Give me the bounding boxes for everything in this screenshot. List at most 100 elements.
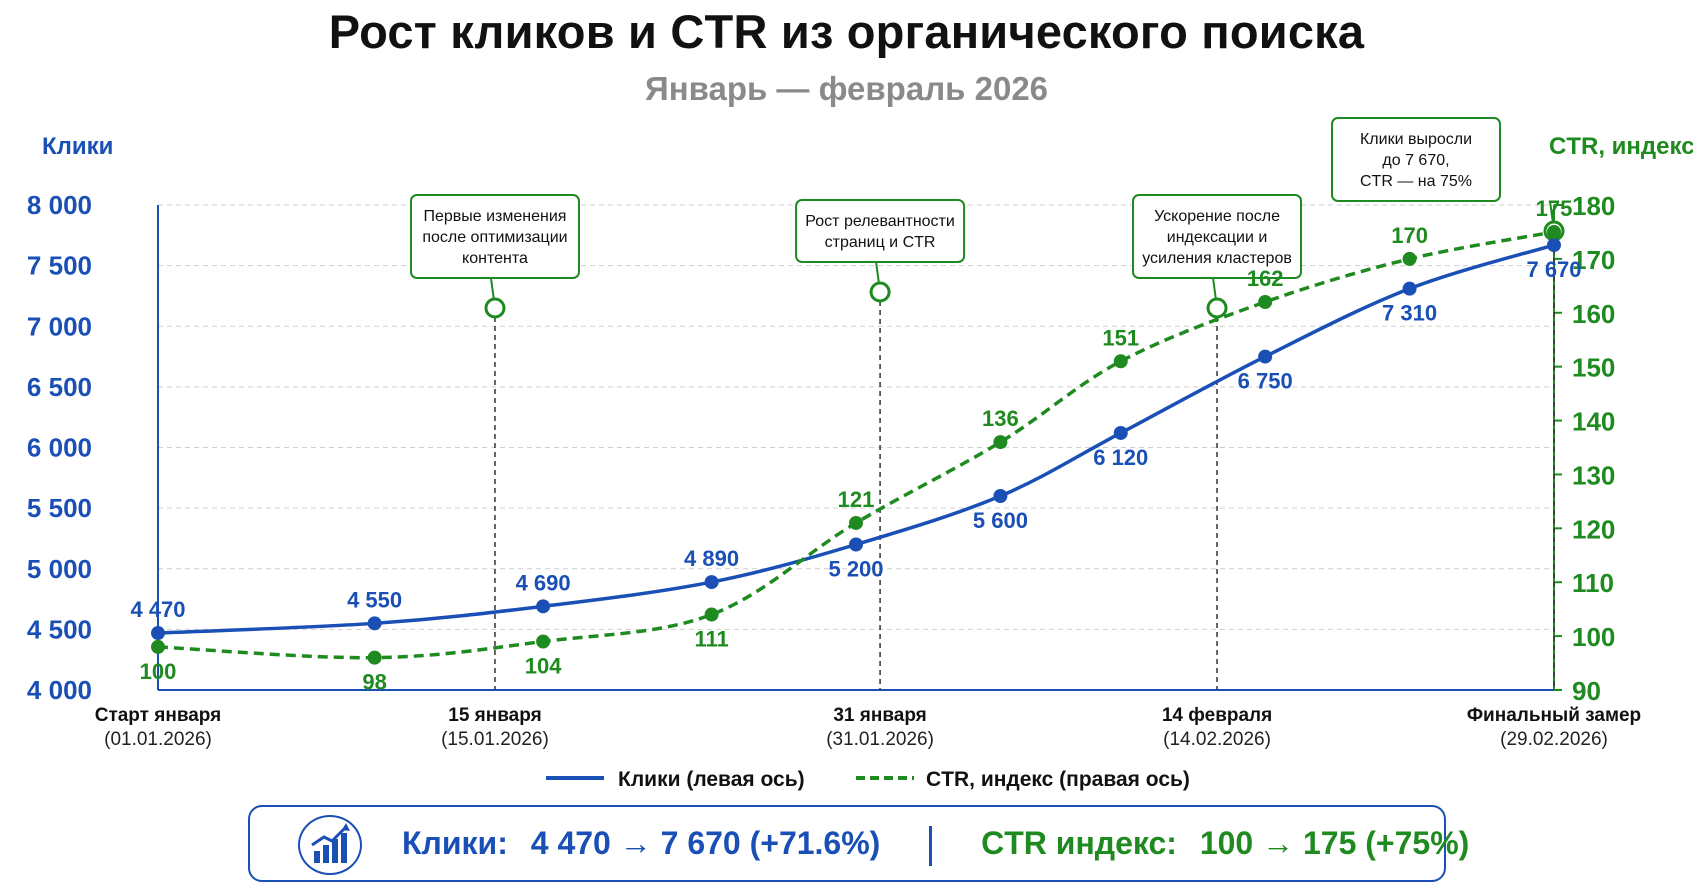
x-tick-label: Финальный замер: [1467, 705, 1641, 726]
ctr-data-label: 121: [838, 487, 875, 512]
annotation-marker: [1206, 297, 1228, 319]
annotation-text: после оптимизации: [422, 229, 567, 246]
ctr-point: [704, 607, 719, 622]
summary-clicks-from: 4 470: [530, 825, 611, 861]
summary-ctr-change: (+75%): [1365, 825, 1470, 861]
y-left-tick-label: 8 000: [27, 190, 92, 220]
summary-clicks-change: (+71.6%): [749, 825, 881, 861]
annotation-text: Клики выросли: [1360, 131, 1472, 148]
clicks-point: [1547, 238, 1561, 253]
summary-clicks-to: 7 670: [660, 825, 741, 861]
clicks-point: [849, 537, 863, 552]
annotation-text: контента: [462, 250, 528, 267]
y-right-tick-label: 170: [1572, 245, 1615, 275]
clicks-data-label: 6 750: [1238, 369, 1293, 394]
y-left-tick-label: 5 000: [27, 554, 92, 584]
annotation-marker: [484, 297, 506, 319]
y-right-tick-label: 150: [1572, 353, 1615, 383]
annotation-text: Рост релевантности: [805, 213, 955, 230]
summary-ctr-from: 100: [1199, 825, 1254, 861]
ctr-data-label: 136: [982, 406, 1019, 431]
annotation-text: CTR — на 75%: [1360, 173, 1472, 190]
summary-ctr-arrow: →: [1262, 825, 1295, 861]
clicks-point: [1402, 281, 1417, 296]
annotation-text: страниц и CTR: [825, 234, 936, 251]
x-tick-label: 14 февраля: [1162, 705, 1272, 726]
annotation-box: [1132, 194, 1303, 279]
ctr-point: [1547, 224, 1561, 239]
clicks-point: [536, 599, 551, 614]
ctr-data-label: 98: [362, 670, 386, 695]
line-chart: 4 000 4 500 5 000 5 500 6 000 6 500 7 000 7 500…: [27, 117, 1693, 791]
clicks-point: [151, 626, 165, 641]
clicks-data-label: 7 670: [1526, 257, 1581, 282]
ctr-point: [1258, 295, 1273, 309]
ctr-data-label: 151: [1102, 325, 1139, 350]
legend-clicks-label: Клики (левая ось): [618, 768, 805, 791]
y-right-tick-label: 160: [1572, 299, 1615, 329]
legend-ctr-label: CTR, индекс (правая ось): [926, 768, 1190, 791]
clicks-data-label: 4 550: [347, 587, 402, 612]
y-right-tick-label: 100: [1572, 622, 1615, 652]
y-left-tick-label: 5 500: [27, 493, 92, 523]
clicks-data-label: 4 690: [516, 570, 571, 595]
annotation-text: до 7 670,: [1382, 152, 1449, 169]
x-tick-date: (29.02.2026): [1500, 729, 1608, 750]
summary-separator: [929, 825, 933, 866]
clicks-data-label: 4 470: [130, 597, 185, 622]
clicks-data-label: 5 600: [973, 508, 1028, 533]
clicks-data-label: 7 310: [1382, 301, 1437, 326]
annotation-text: индексации и: [1167, 229, 1268, 246]
ctr-point: [849, 515, 863, 530]
ctr-data-label: 111: [694, 627, 728, 652]
ctr-data-label: 100: [140, 659, 177, 684]
ctr-point: [993, 435, 1008, 450]
chart-title: Рост кликов и CTR из органического поиск…: [328, 5, 1365, 58]
y-right-tick-label: 140: [1572, 407, 1615, 437]
clicks-point: [367, 616, 382, 631]
x-tick-date: (15.01.2026): [441, 729, 549, 750]
annotation-text: усиления кластеров: [1142, 250, 1292, 267]
y-right-tick-label: 130: [1572, 460, 1615, 490]
clicks-data-label: 5 200: [828, 557, 883, 582]
clicks-point: [704, 575, 719, 590]
y-left-tick-label: 7 000: [27, 311, 92, 341]
x-tick-label: Старт января: [95, 705, 222, 726]
x-tick-date: (14.02.2026): [1163, 729, 1271, 750]
clicks-series-line: [157, 243, 1555, 635]
chart-subtitle: Январь — февраль 2026: [644, 70, 1049, 107]
clicks-point: [993, 489, 1008, 503]
x-tick-label: 15 января: [448, 705, 541, 726]
ctr-data-label: 104: [525, 654, 562, 679]
summary-ctr-to: 175: [1302, 825, 1357, 861]
ctr-point: [1113, 354, 1128, 369]
clicks-point: [1258, 349, 1273, 364]
annotation-box: [409, 194, 580, 279]
y-right-tick-label: 90: [1572, 676, 1601, 706]
x-tick-date: (31.01.2026): [826, 729, 934, 750]
chart-growth-icon: [298, 815, 362, 875]
ctr-data-label: 170: [1391, 223, 1428, 248]
ctr-point: [151, 639, 165, 654]
clicks-data-label: 4 890: [684, 546, 739, 571]
ctr-data-label: 175: [1536, 196, 1573, 221]
annotation-box: [1331, 117, 1501, 202]
y-left-axis-title: Клики: [42, 133, 113, 160]
clicks-point: [1113, 425, 1128, 440]
ctr-point: [536, 634, 551, 649]
y-right-tick-label: 120: [1572, 514, 1615, 544]
y-right-tick-label: 110: [1572, 568, 1614, 598]
summary-clicks-arrow: →: [619, 825, 652, 861]
x-tick-date: (01.01.2026): [104, 729, 212, 750]
summary-clicks-label: Клики:: [402, 825, 508, 861]
ctr-point: [1402, 251, 1417, 266]
summary-text: Клики: 4 470 → 7 670 (+71.6%) CTR индекс…: [402, 823, 1469, 866]
y-left-tick-label: 4 000: [27, 675, 92, 705]
summary-ctr-label: CTR индекс:: [981, 825, 1177, 861]
x-tick-label: 31 января: [833, 705, 926, 726]
ctr-data-label: 162: [1247, 266, 1284, 291]
y-left-tick-label: 6 000: [27, 433, 92, 463]
annotation-text: Ускорение после: [1154, 208, 1280, 225]
y-left-tick-label: 4 500: [27, 614, 92, 644]
clicks-data-label: 6 120: [1093, 445, 1148, 470]
